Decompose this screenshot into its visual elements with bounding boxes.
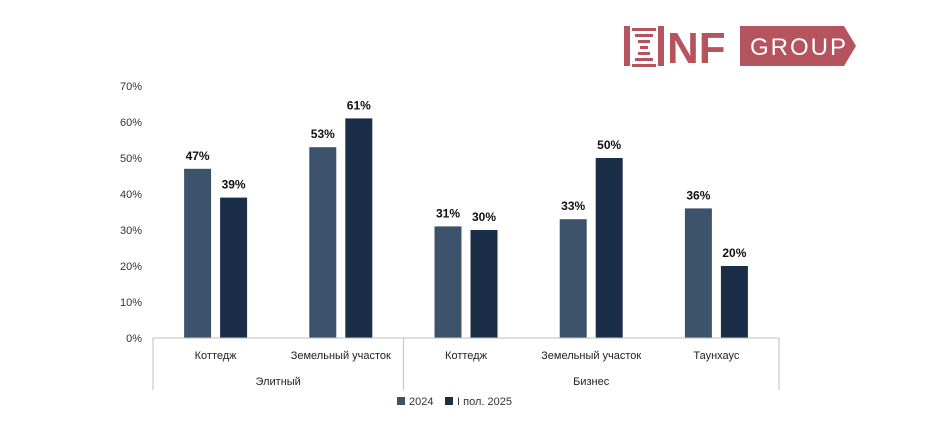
bar: [559, 219, 587, 338]
y-tick-label: 50%: [120, 153, 142, 165]
data-label: 31%: [436, 206, 460, 220]
bar: [720, 266, 748, 338]
bars-layer: [184, 118, 748, 339]
bar: [434, 226, 462, 338]
logo-emblem: [624, 26, 664, 67]
bar: [345, 118, 373, 339]
data-labels-layer: 47% 39% 53% 61% 31% 30% 33% 50% 36% 20%: [186, 98, 747, 260]
data-label: 33%: [561, 199, 585, 213]
logo-tag-shape: [740, 26, 856, 66]
data-label: 39%: [222, 178, 246, 192]
category-label: Земельный участок: [541, 350, 641, 362]
y-tick-label: 30%: [120, 225, 142, 237]
y-tick-label: 60%: [120, 117, 142, 129]
category-label: Таунхаус: [693, 350, 740, 362]
category-label: Коттедж: [195, 350, 238, 362]
bar: [220, 197, 248, 338]
logo-text: GROUP: [750, 34, 848, 61]
data-label: 47%: [186, 149, 210, 163]
data-label: 30%: [472, 210, 496, 224]
bar: [309, 147, 337, 338]
data-label: 61%: [347, 98, 371, 112]
legend-swatch: [445, 397, 453, 405]
y-tick-label: 10%: [120, 297, 142, 309]
legend-label: 2024: [409, 396, 433, 408]
bar: [595, 158, 623, 338]
data-label: 20%: [722, 246, 746, 260]
y-tick-label: 70%: [120, 81, 142, 93]
data-label: 36%: [686, 188, 710, 202]
category-label: Земельный участок: [291, 350, 391, 362]
category-label: Коттедж: [445, 350, 488, 362]
group-label: Элитный: [256, 376, 301, 388]
bar: [470, 230, 498, 338]
bar: [184, 168, 212, 338]
x-axis: Коттедж Земельный участок Коттедж Земельный…: [152, 337, 780, 390]
y-tick-label: 40%: [120, 189, 142, 201]
legend: 2024 I пол. 2025: [397, 396, 512, 408]
legend-label: I пол. 2025: [457, 396, 512, 408]
bar: [684, 208, 712, 338]
group-label: Бизнес: [573, 376, 610, 388]
nf-group-logo: NF GROUP: [624, 24, 856, 70]
data-label: 53%: [311, 127, 335, 141]
y-axis: 0% 10% 20% 30% 40% 50% 60% 70%: [120, 81, 142, 345]
y-tick-label: 20%: [120, 261, 142, 273]
y-tick-label: 0%: [126, 333, 142, 345]
data-label: 50%: [597, 138, 621, 152]
legend-swatch: [397, 397, 405, 405]
logo-mark: NF: [667, 24, 726, 70]
